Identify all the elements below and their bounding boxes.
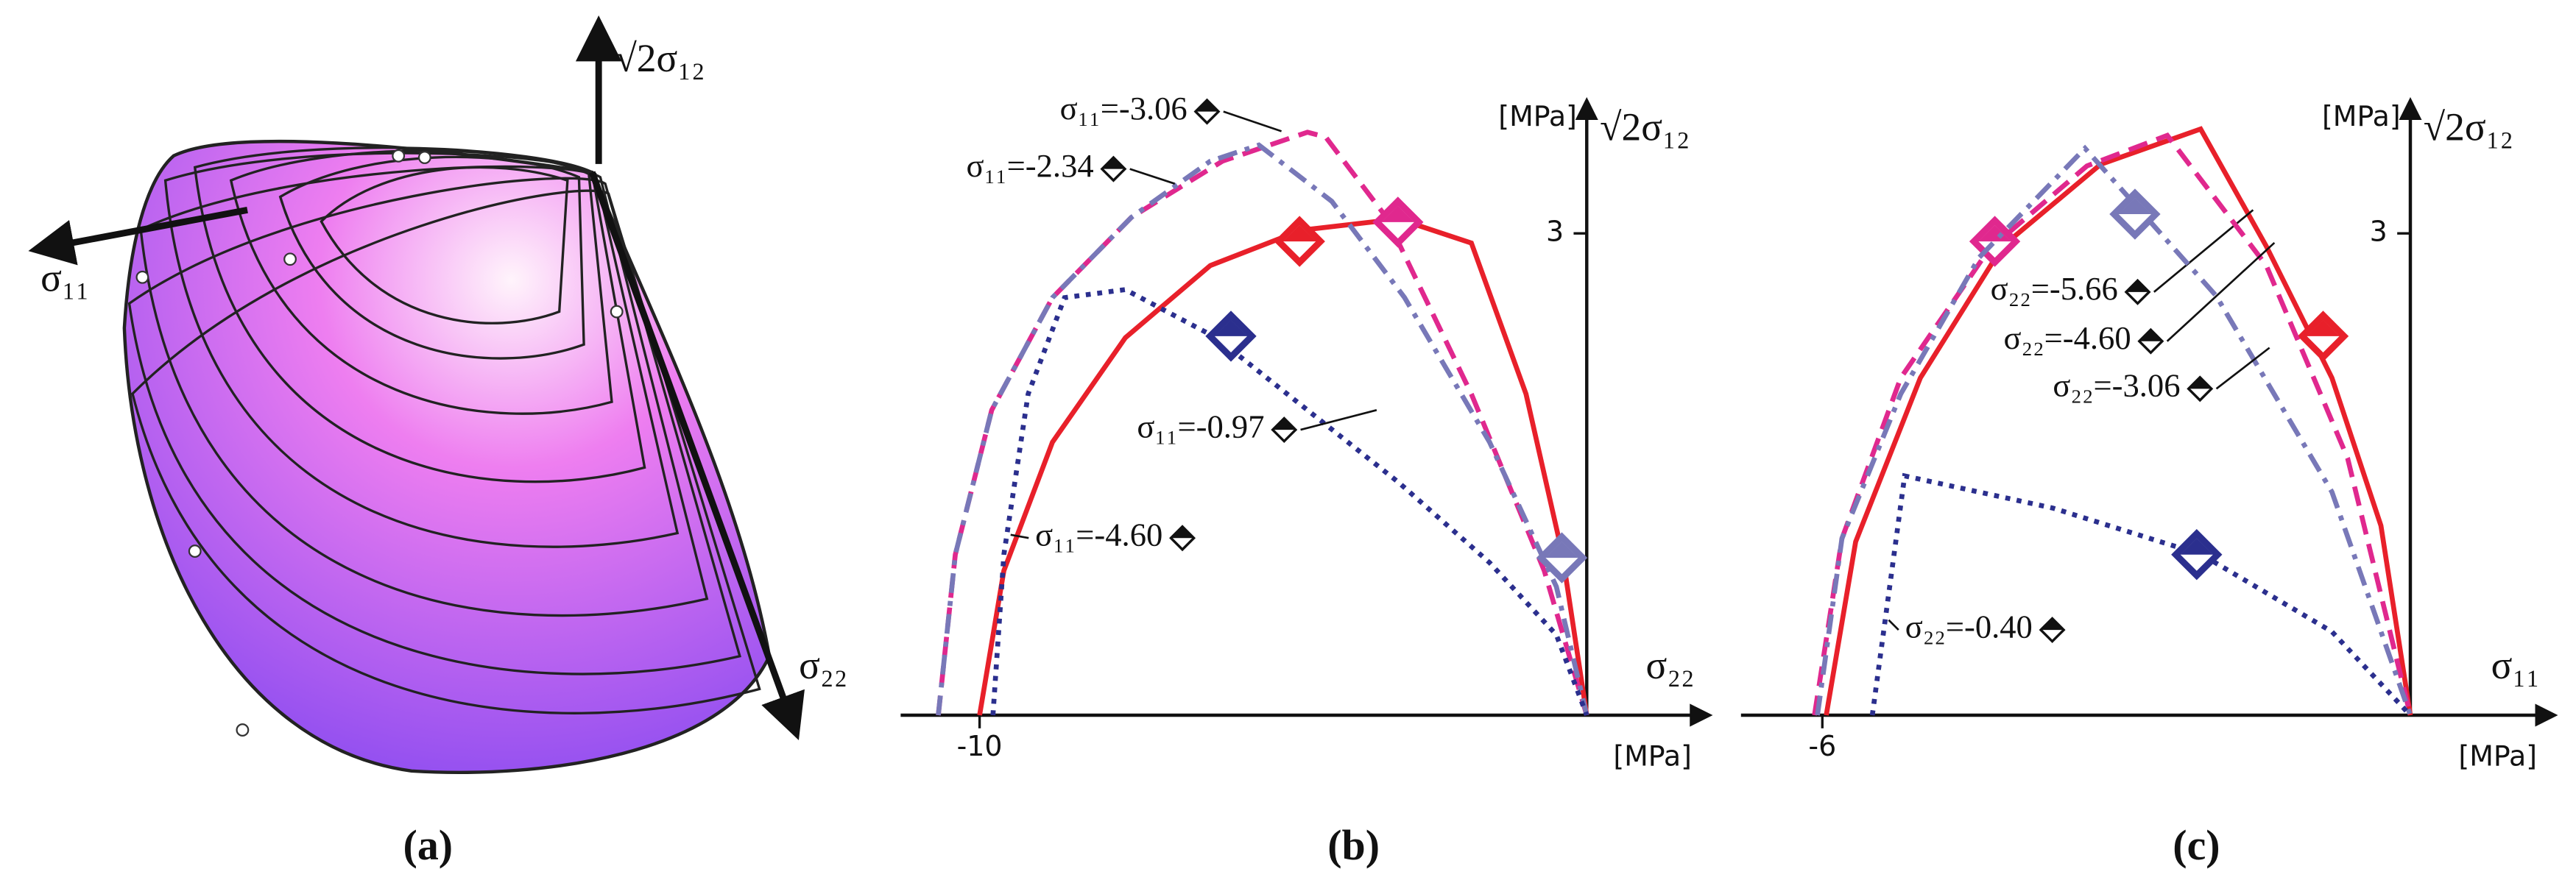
leader-line <box>2215 347 2270 390</box>
y-axis-label: √2σ₁₂ <box>2424 105 2513 149</box>
x-axis-label: σ₂₂ <box>1646 643 1695 687</box>
y-tick-label: 3 <box>1546 216 1564 248</box>
panel-a: √2σ₁₂ σ₁₁ σ₂₂ (a) <box>28 15 847 869</box>
panel-label: (a) <box>403 821 454 869</box>
series-line <box>1824 126 2413 716</box>
y-axis-label: √2σ₁₂ <box>1600 105 1690 149</box>
leader-line <box>1223 110 1282 132</box>
panel: -6 3 σ₁₁ [MPa] √2σ₁₂ [MPa] (c) σ₂₂=-5.66 σ₂₂=-4.… <box>1740 96 2558 869</box>
legend-glyph-fill <box>2041 618 2064 631</box>
series-label: σ₁₁=-4.60 <box>1035 516 1162 553</box>
marker-fill <box>1545 541 1578 558</box>
panel-label: (b) <box>1327 821 1380 869</box>
marker-fill <box>2118 197 2152 215</box>
series-line <box>1812 132 2413 716</box>
series-line <box>977 216 1589 716</box>
marker-fill <box>1214 319 1248 336</box>
x-unit: [MPa] <box>1613 739 1692 772</box>
contours <box>127 146 761 714</box>
axis-label: √2σ₁₂ <box>615 36 705 80</box>
series-line <box>1869 472 2413 717</box>
series-label: σ₁₁=-0.97 <box>1137 408 1264 444</box>
legend-glyph-fill <box>2188 377 2212 389</box>
leader-line <box>2166 241 2276 342</box>
series-label: σ₂₂=-5.66 <box>1991 270 2118 307</box>
y-unit: [MPa] <box>1498 100 1577 132</box>
leader-line <box>1010 533 1029 539</box>
marker-fill <box>1282 224 1316 242</box>
legend-glyph-fill <box>1101 157 1126 169</box>
series-line <box>936 130 1589 716</box>
legend-glyph-fill <box>1171 526 1194 539</box>
marker-fill <box>1978 224 2011 242</box>
legend-glyph-fill <box>1272 418 1296 430</box>
axis-label: σ₂₂ <box>799 643 847 687</box>
series-label: σ₁₁=-2.34 <box>967 147 1094 184</box>
series-line <box>1815 144 2413 717</box>
points <box>135 149 624 737</box>
series-line <box>990 287 1589 717</box>
leader-line <box>1129 168 1176 185</box>
marker-fill <box>2307 319 2340 336</box>
axis-s11 <box>28 206 248 266</box>
series-label: σ₁₁=-3.06 <box>1060 90 1188 127</box>
series-label: σ₂₂=-3.06 <box>2053 367 2180 404</box>
x-tick-label: -10 <box>957 730 1003 762</box>
legend-glyph-fill <box>2139 330 2162 341</box>
marker-fill <box>1381 205 1415 222</box>
panel: -10 3 σ₂₂ [MPa] √2σ₁₂ [MPa] (b) σ₁₁=-4.60 σ₁₁=-3… <box>900 90 1713 869</box>
series-line <box>936 142 1589 716</box>
axis-label: σ₁₁ <box>40 256 89 300</box>
axis-s22 <box>589 171 805 741</box>
series-label: σ₂₂=-0.40 <box>1905 608 2033 645</box>
x-axis-label: σ₁₁ <box>2491 643 2540 687</box>
x-unit: [MPa] <box>2458 739 2537 772</box>
y-unit: [MPa] <box>2322 100 2401 132</box>
series-label: σ₂₂=-4.60 <box>2004 319 2131 356</box>
legend-glyph-fill <box>2125 280 2150 292</box>
leader-line <box>1300 409 1377 431</box>
legend-glyph-fill <box>1195 99 1219 112</box>
y-tick-label: 3 <box>2370 216 2388 248</box>
x-tick-label: -6 <box>1808 730 1836 762</box>
marker-fill <box>2180 538 2214 555</box>
yield-surface <box>122 139 772 775</box>
panel-label: (c) <box>2173 821 2220 869</box>
leader-line <box>1888 619 1899 631</box>
